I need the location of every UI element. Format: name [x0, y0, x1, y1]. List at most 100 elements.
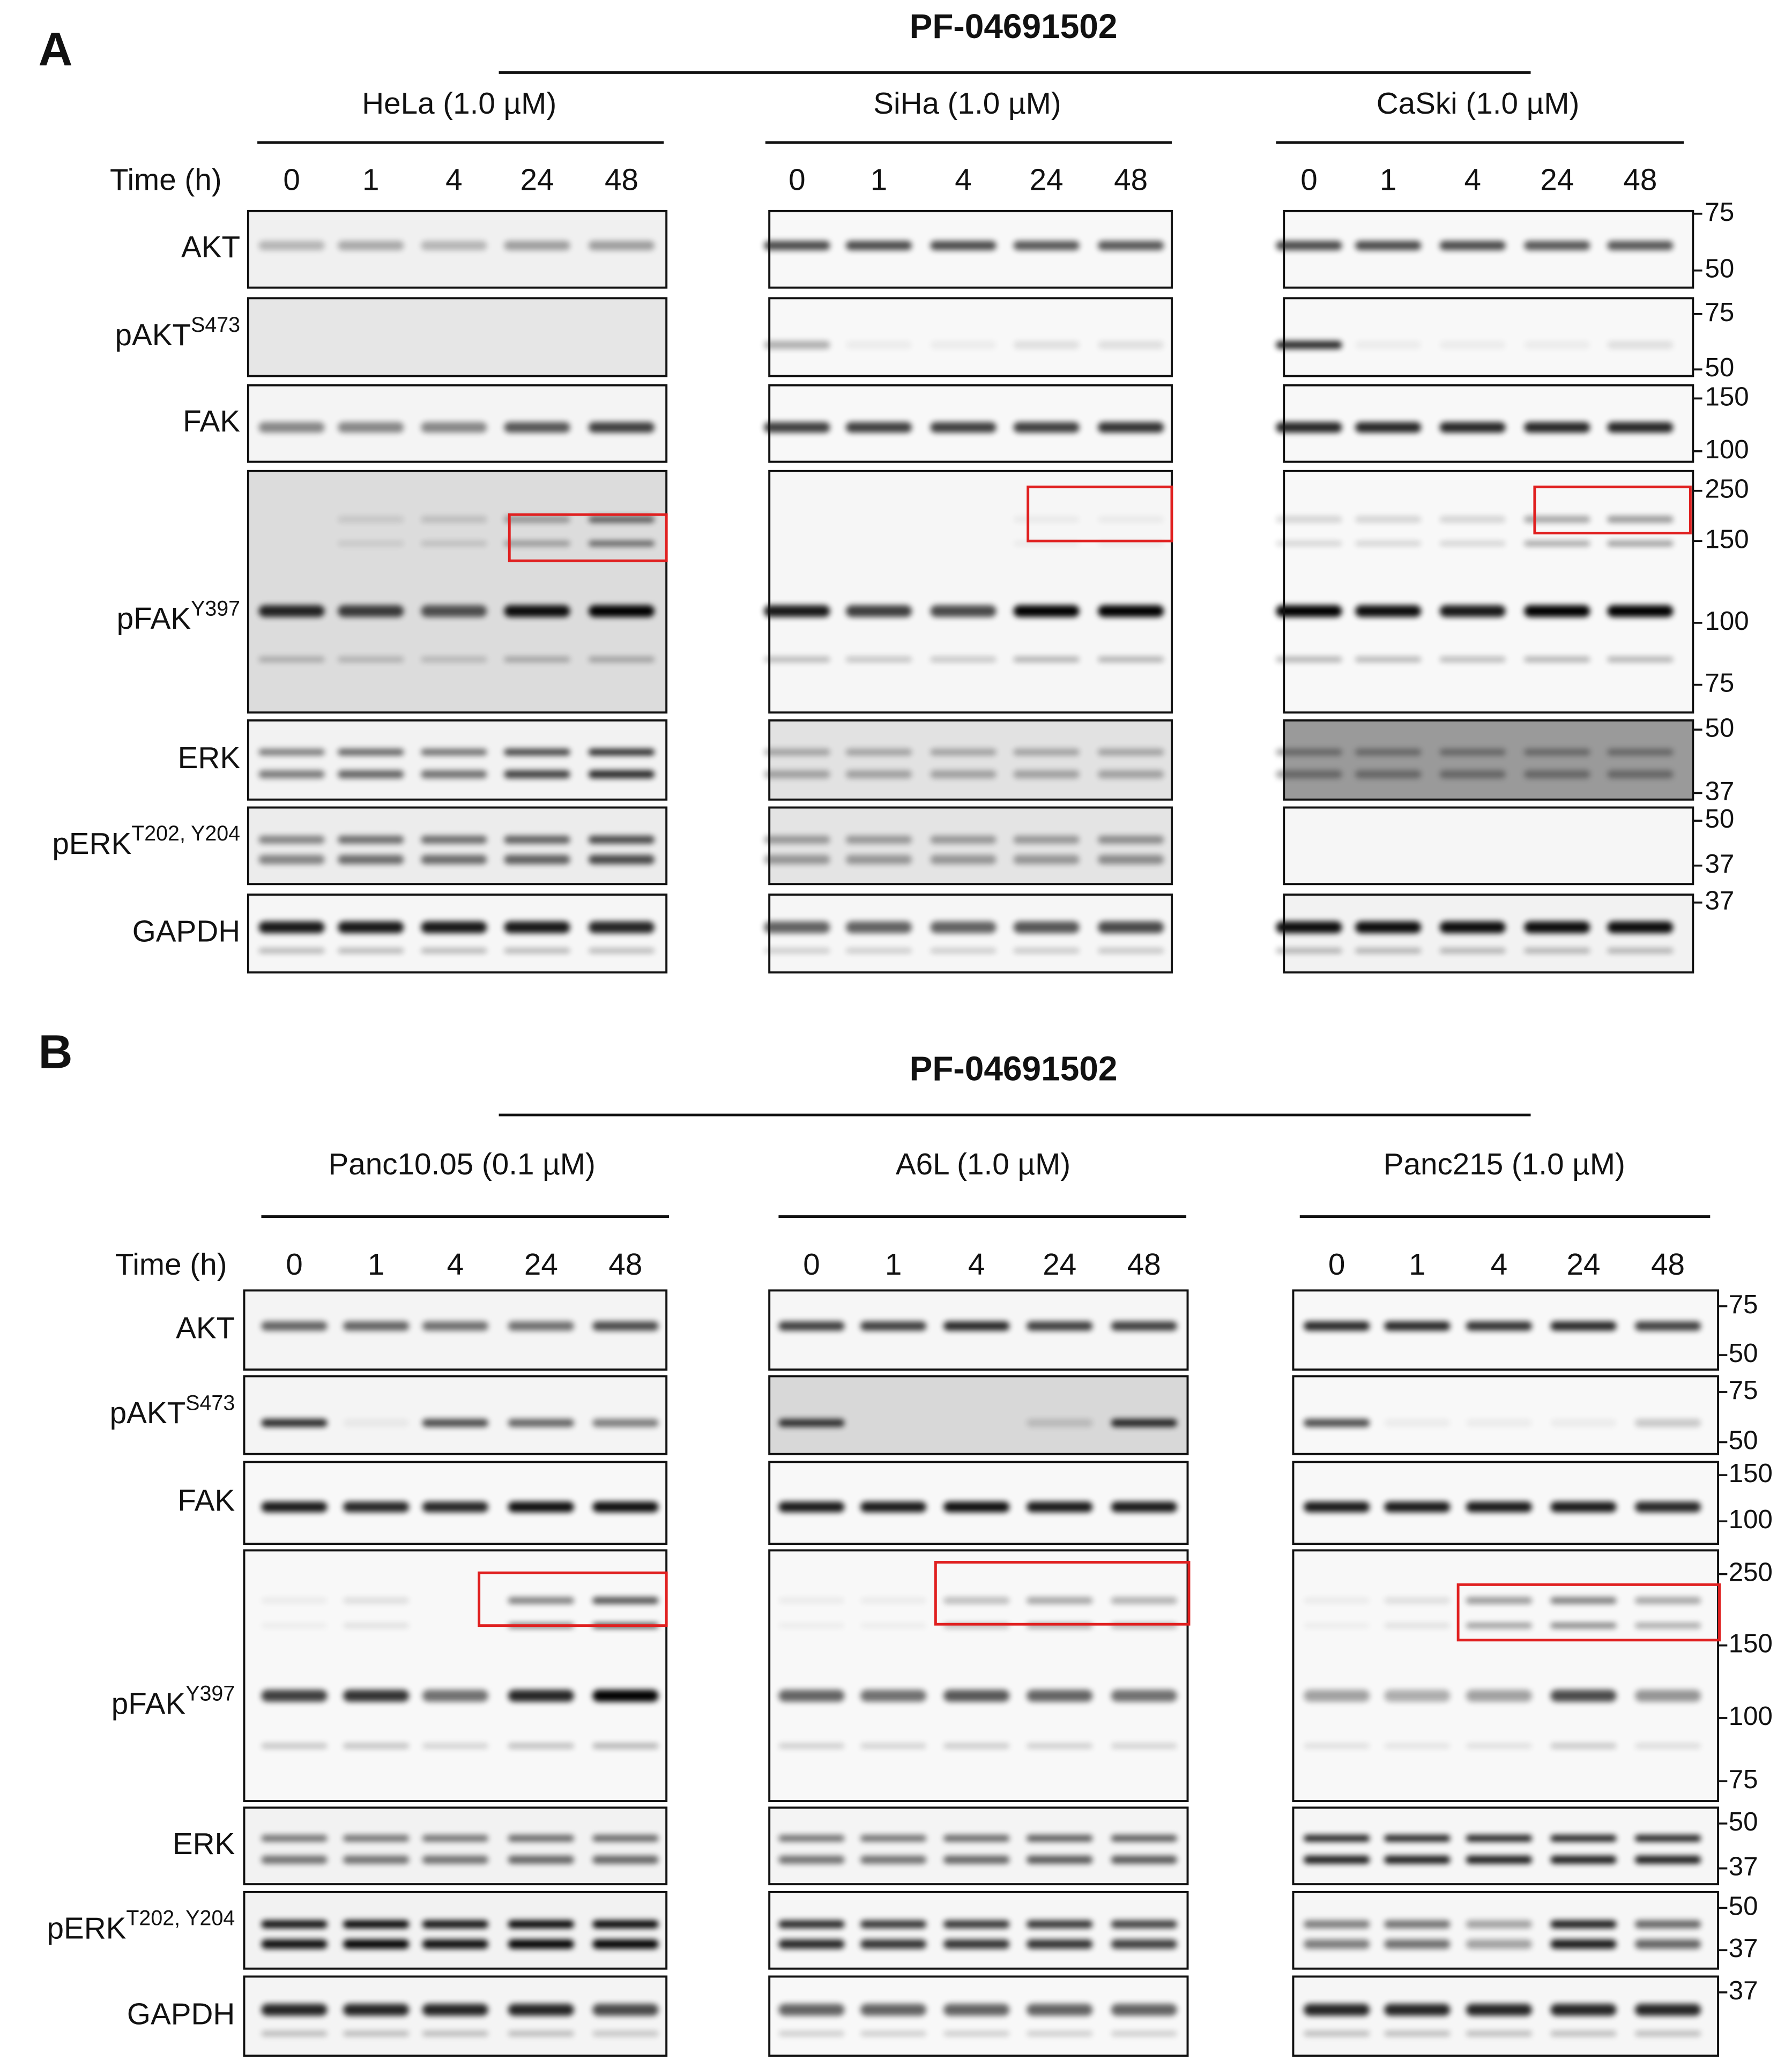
- band: [1098, 948, 1164, 954]
- band: [845, 748, 912, 756]
- blot-frame: [768, 210, 1173, 289]
- band: [1550, 1597, 1617, 1604]
- highlight-box: [508, 513, 668, 562]
- band: [504, 422, 570, 433]
- blot: [247, 470, 668, 714]
- marker-label: 50: [1729, 1338, 1758, 1368]
- band: [778, 1920, 845, 1929]
- band: [778, 1939, 845, 1949]
- band: [1276, 541, 1342, 546]
- cell-line-label: Panc10.05 (0.1 µM): [328, 1147, 595, 1181]
- band: [422, 1835, 488, 1842]
- blot: [243, 1806, 668, 1886]
- band: [1276, 657, 1342, 663]
- time-point: 0: [1328, 1247, 1345, 1281]
- band: [764, 341, 830, 349]
- band: [1027, 1321, 1093, 1331]
- protein-name: ERK: [173, 1827, 235, 1861]
- band: [588, 605, 655, 617]
- band: [1355, 948, 1422, 954]
- band: [1111, 2030, 1177, 2036]
- band: [1550, 2004, 1617, 2016]
- blot-frame: [1292, 1891, 1720, 1970]
- band: [943, 1321, 1010, 1331]
- band: [1550, 1321, 1617, 1331]
- marker-label: 250: [1705, 474, 1749, 504]
- band: [343, 1321, 410, 1331]
- band: [343, 1939, 410, 1949]
- protein-name: AKT: [176, 1311, 235, 1344]
- time-point: 4: [955, 163, 971, 197]
- band: [1384, 1501, 1451, 1513]
- blot: [243, 1975, 668, 2057]
- blot-frame: [1283, 806, 1694, 886]
- band: [1384, 1835, 1451, 1842]
- band: [588, 241, 655, 250]
- cell-line-label: Panc215 (1.0 µM): [1384, 1147, 1625, 1181]
- blot-background: [769, 1807, 1188, 1885]
- blot-frame: [768, 470, 1173, 714]
- blot-frame: [1292, 1461, 1720, 1545]
- blot-background: [769, 1550, 1188, 1802]
- band: [592, 1321, 659, 1331]
- band: [588, 854, 655, 865]
- band: [338, 516, 404, 523]
- band: [1384, 2004, 1451, 2016]
- band: [845, 854, 912, 865]
- band: [1098, 657, 1164, 663]
- band: [588, 657, 655, 663]
- band: [1550, 1939, 1617, 1949]
- blot: [247, 893, 668, 974]
- marker-label: 100: [1729, 1701, 1773, 1731]
- band: [1550, 1690, 1617, 1702]
- band: [343, 2030, 410, 2036]
- blot-frame: [768, 1806, 1189, 1886]
- band: [421, 770, 487, 778]
- protein-site: S473: [191, 314, 240, 337]
- band: [1027, 1501, 1093, 1513]
- band: [1013, 516, 1080, 523]
- time-point: 1: [1409, 1247, 1425, 1281]
- band: [504, 748, 570, 756]
- band: [845, 341, 912, 349]
- time-point: 48: [1623, 163, 1657, 197]
- band: [764, 948, 830, 954]
- marker-label: 100: [1705, 606, 1749, 636]
- time-point: 24: [520, 163, 554, 197]
- blot-background: [248, 720, 667, 800]
- band: [1304, 2004, 1370, 2016]
- protein-name: pFAK: [117, 601, 191, 635]
- band: [508, 1597, 574, 1604]
- row-label: ERK: [173, 1827, 235, 1861]
- band: [421, 948, 487, 954]
- blot-frame: [247, 297, 668, 377]
- time-point: 48: [1651, 1247, 1685, 1281]
- band: [422, 1939, 488, 1949]
- band: [261, 1623, 328, 1628]
- band: [1098, 605, 1164, 617]
- protein-name: GAPDH: [132, 914, 240, 948]
- band: [943, 1920, 1010, 1929]
- band: [1634, 2004, 1701, 2016]
- blot-frame: [1292, 1975, 1720, 2057]
- band: [1634, 2030, 1701, 2036]
- blot-frame: [768, 297, 1173, 377]
- band: [504, 836, 570, 844]
- band: [1384, 1939, 1451, 1949]
- band: [1439, 541, 1506, 546]
- time-point: 24: [1540, 163, 1574, 197]
- band: [1439, 748, 1506, 756]
- band: [860, 1835, 927, 1842]
- band: [778, 1623, 845, 1628]
- band: [1098, 854, 1164, 865]
- band: [504, 605, 570, 617]
- band: [860, 1939, 927, 1949]
- band: [258, 422, 325, 433]
- band: [1355, 921, 1422, 934]
- band: [343, 1597, 410, 1604]
- band: [1634, 1835, 1701, 1842]
- band: [1384, 1597, 1451, 1604]
- treatment-title: PF-04691502: [910, 1050, 1118, 1088]
- panel-label: B: [38, 1025, 72, 1078]
- band: [1550, 1501, 1617, 1513]
